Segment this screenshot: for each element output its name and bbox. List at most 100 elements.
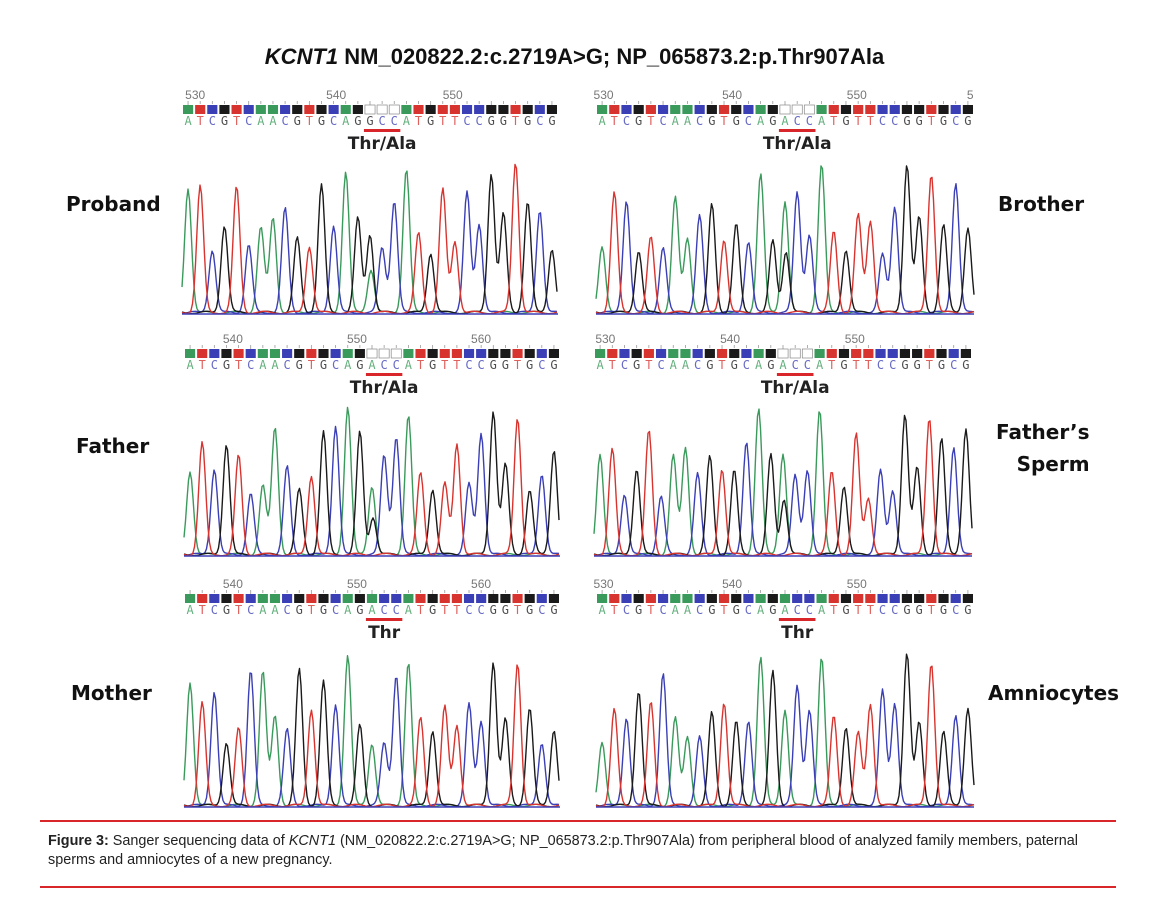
quality-box [962, 594, 973, 603]
quality-box [840, 594, 852, 603]
quality-box [621, 594, 632, 603]
quality-box [233, 349, 244, 358]
ruler-number: 550 [845, 332, 865, 346]
quality-box [645, 105, 656, 114]
base-letter: C [696, 603, 703, 617]
base-letter: T [928, 114, 935, 128]
ruler-number: 540 [223, 332, 243, 346]
quality-box [926, 594, 937, 603]
quality-box [777, 348, 789, 359]
base-letter: C [332, 358, 339, 372]
quality-box [318, 594, 329, 603]
base-letter: A [186, 358, 194, 372]
ruler-number: 530 [595, 332, 615, 346]
quality-box [219, 105, 230, 114]
quality-box [269, 594, 281, 603]
base-letter: C [794, 603, 801, 617]
base-letter: A [684, 114, 692, 128]
quality-box [838, 349, 850, 358]
quality-box [792, 594, 803, 603]
label-mother: Mother [71, 681, 152, 705]
codon-annotation: Thr/Ala [350, 378, 419, 398]
quality-box [463, 594, 475, 603]
base-letter: G [356, 358, 363, 372]
base-letter: T [417, 358, 424, 372]
quality-box [342, 594, 353, 603]
ruler-number: 540 [722, 577, 742, 591]
base-letter: C [332, 603, 339, 617]
quality-box [914, 594, 925, 603]
base-letter: C [745, 603, 752, 617]
base-letter: G [490, 358, 497, 372]
quality-box [889, 105, 900, 114]
quality-box [548, 349, 559, 358]
base-letter: C [806, 603, 813, 617]
quality-box [354, 349, 365, 358]
base-letter: G [320, 603, 327, 617]
base-letter: A [271, 358, 279, 372]
trace-c [183, 672, 560, 808]
quality-box [887, 349, 898, 358]
base-letter: C [211, 603, 218, 617]
base-letter: A [781, 603, 789, 617]
quality-box [209, 349, 220, 358]
base-letter: A [259, 358, 267, 372]
codon-underline [365, 373, 403, 376]
quality-box [694, 105, 705, 114]
quality-box [522, 105, 533, 114]
trace-c [595, 673, 975, 808]
base-letter: T [855, 114, 862, 128]
quality-box [643, 349, 654, 358]
quality-box [209, 594, 220, 603]
base-letter: T [441, 358, 448, 372]
quality-box [401, 105, 412, 114]
quality-box [767, 594, 778, 603]
quality-box [657, 594, 669, 603]
quality-box [609, 105, 620, 114]
trace-g [181, 174, 558, 315]
label-fathers-sperm-line2: Sperm [1016, 452, 1090, 476]
base-letter: G [366, 114, 373, 128]
base-letter: T [853, 358, 860, 372]
quality-box [510, 105, 521, 114]
base-letter: T [451, 114, 458, 128]
base-letter: A [818, 603, 826, 617]
base-letter: C [381, 603, 388, 617]
quality-box [731, 594, 742, 603]
quality-box [950, 594, 961, 603]
quality-box [267, 105, 279, 114]
base-letter: C [283, 603, 290, 617]
ruler-number: 540 [326, 88, 346, 102]
base-letter: C [794, 114, 801, 128]
base-letter: A [344, 603, 352, 617]
quality-box [633, 594, 644, 603]
quality-box [816, 594, 827, 603]
quality-box [865, 105, 876, 114]
trace-t [595, 176, 975, 315]
ruler-number: 5 [967, 88, 974, 102]
base-letter: G [840, 358, 847, 372]
quality-box [425, 105, 436, 114]
base-letter: C [538, 603, 545, 617]
base-letter: A [672, 114, 680, 128]
quality-box [342, 349, 353, 358]
quality-box [853, 105, 864, 114]
quality-box [243, 105, 254, 114]
quality-box [914, 105, 925, 114]
quality-box [366, 594, 378, 603]
panel-mother: 540 550 560 A T C G T C A A C G T G C A G A C C A T G T T C C G G T G C G… [180, 575, 564, 811]
base-letter: A [779, 358, 787, 372]
base-letter: C [950, 358, 957, 372]
base-letter: A [682, 358, 690, 372]
base-letter: G [635, 114, 642, 128]
quality-box [755, 105, 766, 114]
base-letter: C [247, 358, 254, 372]
base-letter: T [645, 358, 652, 372]
quality-box [753, 349, 764, 358]
quality-box [257, 594, 268, 603]
quality-box [376, 104, 388, 115]
quality-box [330, 349, 341, 358]
quality-box [633, 105, 644, 114]
quality-box [280, 105, 291, 114]
base-letter: G [708, 603, 715, 617]
